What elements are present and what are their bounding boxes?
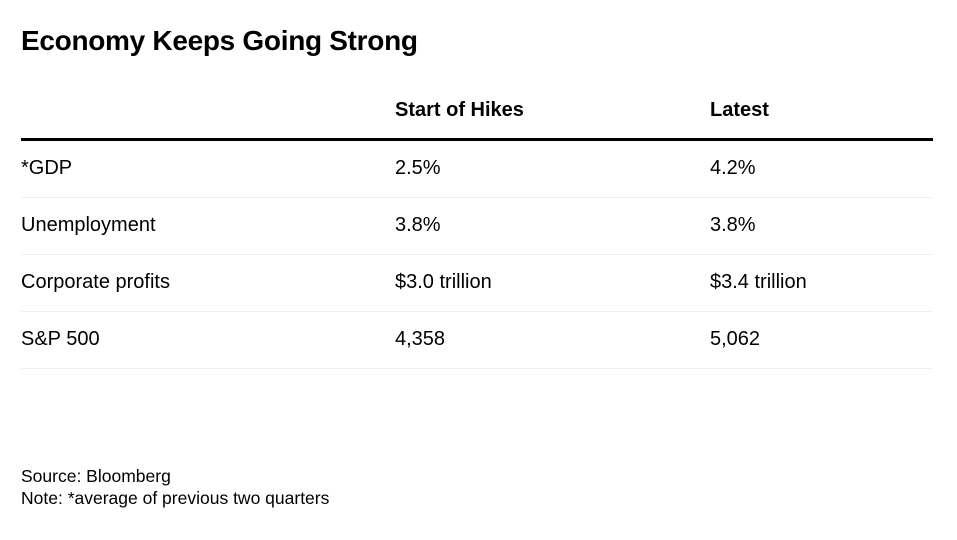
table-cell: 4,358 <box>395 328 446 350</box>
table-cell: 2.5% <box>395 157 441 179</box>
data-table: Start of Hikes Latest *GDP 2.5% 4.2% Une… <box>21 82 933 369</box>
column-header: Latest <box>710 99 769 121</box>
table-header-row: Start of Hikes Latest <box>21 82 933 141</box>
table-cell: 4.2% <box>710 157 756 179</box>
row-label: Corporate profits <box>21 271 170 293</box>
row-label: *GDP <box>21 157 73 179</box>
chart-footer: Source: Bloomberg Note: *average of prev… <box>21 465 329 509</box>
table-row: *GDP 2.5% 4.2% <box>21 141 933 198</box>
table-cell: 3.8% <box>710 214 756 236</box>
table-cell: 5,062 <box>710 328 761 350</box>
table-cell: 3.8% <box>395 214 441 236</box>
source-note: Source: Bloomberg <box>21 466 171 486</box>
column-header: Start of Hikes <box>395 99 524 121</box>
table-cell: $3.4 trillion <box>710 271 807 293</box>
table-row: Corporate profits $3.0 trillion $3.4 tri… <box>21 255 933 312</box>
footnote: Note: *average of previous two quarters <box>21 488 330 508</box>
row-label: Unemployment <box>21 214 156 236</box>
table-cell: $3.0 trillion <box>395 271 492 293</box>
table-row: Unemployment 3.8% 3.8% <box>21 198 933 255</box>
row-label: S&P 500 <box>21 328 100 350</box>
chart-title: Economy Keeps Going Strong <box>21 25 418 56</box>
table-row: S&P 500 4,358 5,062 <box>21 312 933 369</box>
